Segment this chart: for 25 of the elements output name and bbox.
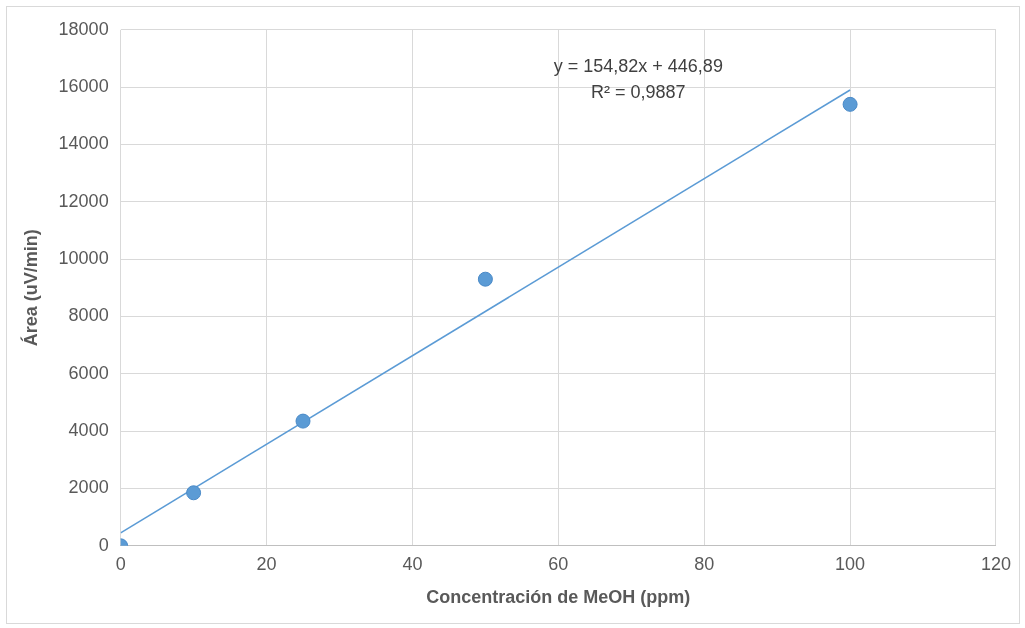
y-tick-label: 14000 (58, 133, 109, 154)
x-tick-label: 100 (835, 553, 866, 574)
x-tick-label: 40 (402, 553, 423, 574)
y-tick-label: 16000 (58, 76, 109, 97)
y-tick-label: 12000 (58, 190, 109, 211)
y-tick-label: 4000 (68, 420, 109, 441)
point (477, 271, 493, 287)
annotation: R² = 0,9887 (591, 81, 686, 102)
y-tick-label: 0 (98, 534, 109, 555)
point (186, 485, 202, 501)
y-axis-title: Área (uV/min) (19, 229, 41, 347)
point (842, 96, 858, 112)
x-axis-title: Concentración de MeOH (ppm) (426, 587, 691, 608)
y-tick-label: 6000 (68, 362, 109, 383)
x-tick-label: 60 (548, 553, 569, 574)
x-tick-label: 120 (980, 553, 1012, 574)
point (295, 413, 311, 429)
y-tick-label: 2000 (68, 477, 109, 498)
x-tick-label: 80 (694, 553, 715, 574)
x-tick-label: 20 (256, 553, 277, 574)
annotation: y = 154,82x + 446,89 (553, 55, 723, 76)
x-tick-label: 0 (115, 553, 126, 574)
y-tick-label: 18000 (58, 18, 109, 39)
y-tick-label: 10000 (58, 248, 109, 269)
y-tick-label: 8000 (68, 305, 109, 326)
